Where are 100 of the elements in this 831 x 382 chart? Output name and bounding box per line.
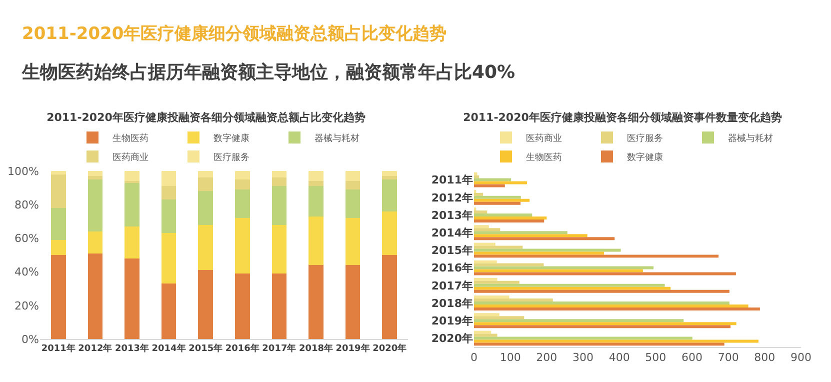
bar xyxy=(124,182,140,226)
bar xyxy=(198,224,213,270)
bar xyxy=(308,186,324,216)
bar xyxy=(88,231,103,254)
bar xyxy=(345,171,360,182)
bar xyxy=(474,342,724,346)
bar xyxy=(161,233,176,284)
x-tick-label: 2014年 xyxy=(152,342,186,354)
y-tick-label: 0% xyxy=(22,332,39,346)
bar xyxy=(474,304,748,308)
legend-label: 医疗服务 xyxy=(214,152,250,164)
bar xyxy=(474,225,489,228)
y-tick-label: 80% xyxy=(14,198,39,212)
bar xyxy=(474,248,621,252)
bar xyxy=(235,189,250,218)
bar xyxy=(474,210,488,214)
bar xyxy=(474,272,736,276)
bar xyxy=(88,253,103,339)
bar xyxy=(308,265,324,339)
bar xyxy=(51,171,66,174)
bar xyxy=(235,171,250,180)
bar xyxy=(272,224,287,274)
legend-label: 数字健康 xyxy=(214,133,250,144)
bar xyxy=(474,269,643,272)
legend-label: 生物医药 xyxy=(112,133,148,144)
y-tick-label: 20% xyxy=(14,299,39,312)
bar xyxy=(198,191,213,225)
y-tick-label: 2013年 xyxy=(431,208,473,222)
bar xyxy=(382,176,397,180)
text: 2011-2020年医疗健康细分领域融资总额占比变化趋势 xyxy=(22,23,447,45)
bar xyxy=(474,316,524,320)
y-tick-label: 2016年 xyxy=(431,262,473,275)
bar xyxy=(474,237,615,240)
bar xyxy=(474,284,665,287)
bar xyxy=(474,198,530,202)
legend-label: 医药商业 xyxy=(112,152,148,164)
bar xyxy=(474,330,492,334)
bar xyxy=(474,246,523,249)
bar xyxy=(474,307,760,310)
bar xyxy=(272,186,287,225)
bar xyxy=(474,214,532,216)
bar xyxy=(474,302,730,304)
bar xyxy=(474,254,719,258)
legend-label: 医疗服务 xyxy=(627,133,663,144)
y-tick-label: 2015年 xyxy=(431,244,473,258)
bar xyxy=(474,334,498,337)
x-tick-label: 700 xyxy=(718,351,739,364)
text: 生物医药始终占据历年融资额主导地位，融资额常年占比40% xyxy=(22,61,516,84)
bar xyxy=(88,179,103,232)
bar xyxy=(382,179,397,212)
y-tick-label: 2017年 xyxy=(431,279,473,292)
bar xyxy=(474,252,604,255)
x-tick-label: 600 xyxy=(682,351,702,364)
legend-label: 数字健康 xyxy=(627,152,663,164)
bar xyxy=(474,336,692,340)
bar xyxy=(474,172,478,176)
bar xyxy=(382,171,397,176)
chart-title: 2011-2020年医疗健康投融资各细分领域融资事件数量变化趋势 xyxy=(463,110,782,124)
y-tick-label: 2018年 xyxy=(431,296,473,310)
x-tick-label: 2015年 xyxy=(188,342,223,354)
bar xyxy=(474,234,588,238)
bar xyxy=(474,340,758,343)
x-tick-label: 2020年 xyxy=(372,342,407,354)
bar xyxy=(474,178,512,182)
x-tick-label: 2013年 xyxy=(114,342,150,354)
x-tick-label: 200 xyxy=(536,351,558,364)
bar xyxy=(51,174,66,208)
y-tick-label: 100% xyxy=(8,164,39,178)
bar xyxy=(474,228,500,232)
bar xyxy=(124,171,140,182)
bar xyxy=(474,242,496,246)
bar xyxy=(474,290,730,293)
bar xyxy=(198,178,213,192)
x-tick-label: 100 xyxy=(500,351,521,364)
bar xyxy=(474,322,736,326)
bar xyxy=(474,278,498,281)
y-tick-label: 2014年 xyxy=(431,226,473,240)
bar xyxy=(51,208,66,240)
bar xyxy=(51,240,66,255)
bar xyxy=(51,255,66,339)
bar xyxy=(88,171,103,176)
y-tick-label: 60% xyxy=(14,232,39,246)
bar xyxy=(382,255,397,339)
x-tick-label: 2016年 xyxy=(225,342,260,354)
y-tick-label: 2012年 xyxy=(431,191,473,204)
bar xyxy=(88,176,103,180)
bar xyxy=(161,171,176,186)
bar xyxy=(161,186,176,200)
bar xyxy=(474,184,505,188)
bar xyxy=(308,171,324,182)
x-tick-label: 2018年 xyxy=(298,342,334,354)
bar xyxy=(474,313,500,316)
bar xyxy=(474,280,520,284)
bar xyxy=(272,273,287,339)
bar xyxy=(161,284,176,339)
bar xyxy=(198,270,213,339)
bar xyxy=(474,263,544,266)
bar xyxy=(474,260,497,264)
bar xyxy=(308,216,324,266)
x-tick-label: 900 xyxy=(790,351,812,364)
